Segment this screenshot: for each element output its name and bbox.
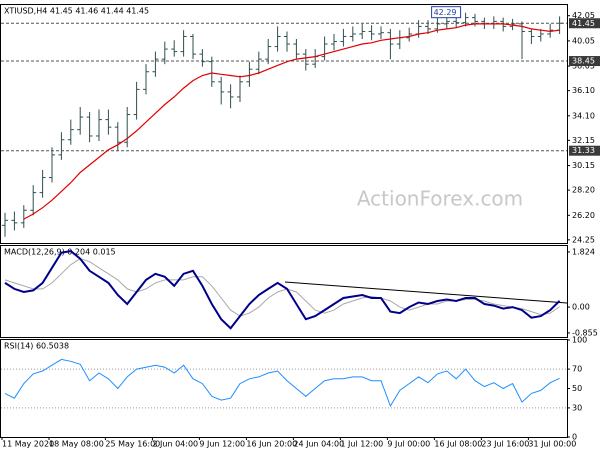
x-tick-label: 9 Jun 12:00 xyxy=(199,440,245,449)
y-tick-label: 26.20 xyxy=(572,211,595,220)
macd-panel xyxy=(0,245,568,338)
annotation: 42.29 xyxy=(434,8,457,17)
y-tick-label: 40.05 xyxy=(572,36,595,45)
watermark: ActionForex.com xyxy=(357,187,523,211)
panel-title: XTIUSD,H4 41.45 41.46 41.44 41.45 xyxy=(4,7,149,16)
y-tick-label: 36.10 xyxy=(572,86,595,95)
panel-title: MACD(12,26,9) 0.204 0.015 xyxy=(4,248,116,257)
x-tick-label: 23 Jul 16:00 xyxy=(481,440,529,449)
x-tick-label: 2 Jun 04:00 xyxy=(152,440,198,449)
level-label: 38.45 xyxy=(572,57,595,66)
moving-average xyxy=(23,23,560,220)
level-label-bg xyxy=(569,145,600,156)
x-tick-label: 31 Jul 00:00 xyxy=(528,440,576,449)
y-tick-label: 28.20 xyxy=(572,186,595,195)
trend-line xyxy=(284,281,568,304)
y-tick-label: 24.25 xyxy=(572,235,595,244)
x-tick-label: 16 Jul 08:00 xyxy=(434,440,482,449)
x-tick-label: 24 Jun 04:00 xyxy=(293,440,344,449)
y-tick-label: 0 xyxy=(572,433,577,442)
y-tick-label: 1.824 xyxy=(572,247,595,256)
y-tick-label: 42.05 xyxy=(572,11,595,20)
x-tick-label: 16 Jun 20:00 xyxy=(246,440,297,449)
y-tick-label: 70 xyxy=(572,365,582,374)
level-label-bg xyxy=(569,18,600,29)
y-tick-label: 30.15 xyxy=(572,161,595,170)
x-tick-label: 11 May 2020 xyxy=(2,440,54,449)
y-tick-label: 32.15 xyxy=(572,136,595,145)
panel-title: RSI(14) 60.5038 xyxy=(4,342,69,351)
macd-line xyxy=(4,250,561,330)
y-tick-label: 50 xyxy=(572,384,582,393)
y-tick-label: 34.10 xyxy=(572,111,595,120)
x-tick-label: 1 Jul 12:00 xyxy=(340,440,383,449)
y-tick-label: 30 xyxy=(572,403,582,412)
rsi-line xyxy=(4,358,560,408)
level-label: 31.33 xyxy=(572,146,595,155)
x-tick-label: 25 May 16:00 xyxy=(105,440,160,449)
y-tick-label: -0.855 xyxy=(572,328,598,337)
level-label: 41.45 xyxy=(572,19,595,28)
annotation-box xyxy=(431,6,462,19)
y-tick-label: 0.00 xyxy=(572,303,590,312)
price-panel xyxy=(0,4,568,244)
y-tick-label: 100 xyxy=(572,336,587,345)
level-label-bg xyxy=(569,56,600,67)
macd-line xyxy=(4,258,560,317)
y-tick-label: 38.05 xyxy=(572,62,595,71)
x-tick-label: 9 Jul 00:00 xyxy=(387,440,430,449)
rsi-panel xyxy=(0,339,568,438)
x-tick-label: 18 May 08:00 xyxy=(49,440,104,449)
